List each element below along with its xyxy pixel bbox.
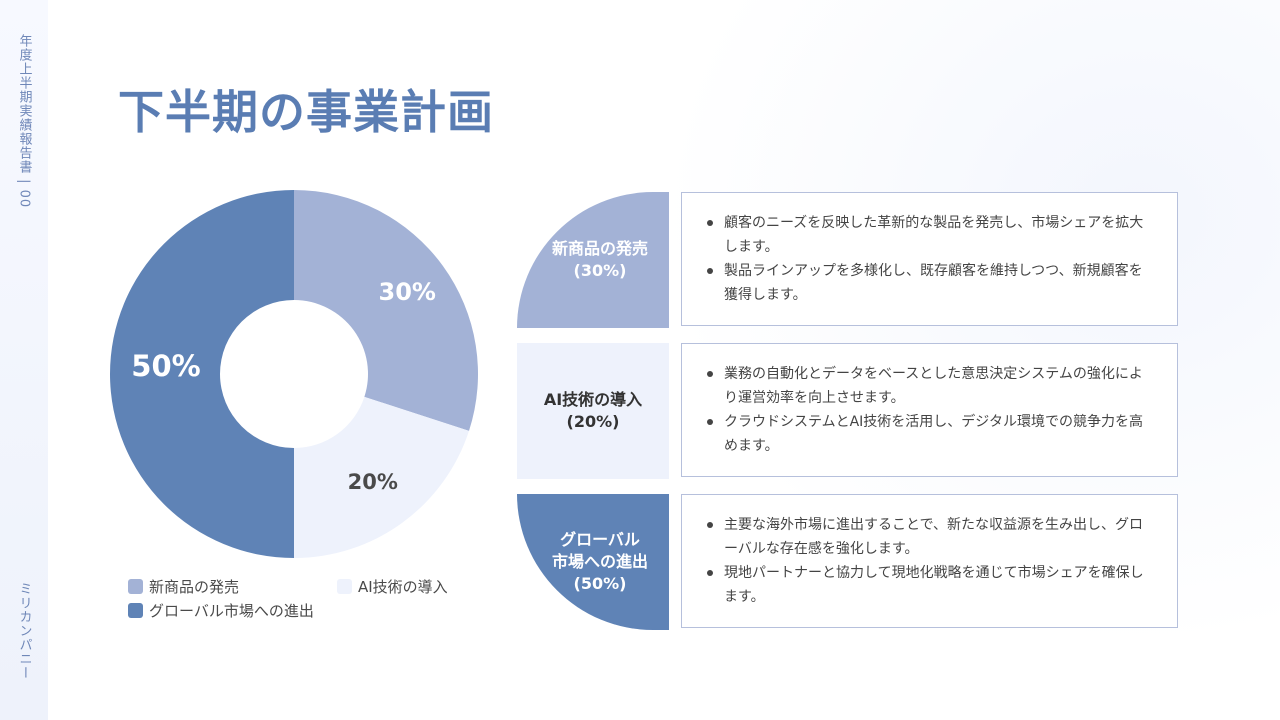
legend-swatch-ai — [337, 579, 352, 594]
card-shape-global: グローバル 市場への進出 (50%) — [517, 494, 669, 630]
legend-item-global: グローバル市場への進出 — [128, 600, 314, 621]
bullet-item: 製品ラインアップを多様化し、既存顧客を維持しつつ、新規顧客を獲得します。 — [707, 259, 1155, 307]
side-band: 年度上半期実績報告書 | 00 ミリカンパニー — [0, 0, 48, 720]
legend-swatch-global — [128, 603, 143, 618]
legend-swatch-new-product — [128, 579, 143, 594]
document-title-vertical: 年度上半期実績報告書 | 00 — [16, 34, 32, 209]
company-name-vertical: ミリカンパニー — [16, 582, 32, 680]
donut-slice-ai — [294, 396, 469, 558]
page-title: 下半期の事業計画 — [118, 85, 494, 139]
data-label-new-product: 30% — [378, 277, 436, 306]
card-description-ai: 業務の自動化とデータをベースとした意思決定システムの強化により運営効率を向上させ… — [681, 343, 1178, 477]
card-title-global-line2: 市場への進出 — [551, 552, 648, 571]
donut-chart — [110, 190, 478, 558]
donut-slice-new-product — [294, 190, 478, 431]
card-description-global: 主要な海外市場に進出することで、新たな収益源を生み出し、グローバルな存在感を強化… — [681, 494, 1178, 628]
data-label-ai: 20% — [347, 470, 398, 495]
legend-label-global: グローバル市場への進出 — [149, 602, 314, 620]
legend-label-ai: AI技術の導入 — [358, 578, 448, 596]
bullet-item: クラウドシステムとAI技術を活用し、デジタル環境での競争力を高めます。 — [707, 410, 1155, 458]
legend-item-new-product: 新商品の発売 — [128, 576, 239, 597]
card-shape-ai: AI技術の導入 (20%) — [517, 343, 669, 479]
bullet-item: 主要な海外市場に進出することで、新たな収益源を生み出し、グローバルな存在感を強化… — [707, 513, 1155, 561]
card-description-new-product: 顧客のニーズを反映した革新的な製品を発売し、市場シェアを拡大します。 製品ライン… — [681, 192, 1178, 326]
bullet-item: 顧客のニーズを反映した革新的な製品を発売し、市場シェアを拡大します。 — [707, 211, 1155, 259]
bullet-item: 業務の自動化とデータをベースとした意思決定システムの強化により運営効率を向上させ… — [707, 362, 1155, 410]
card-title-new-product: 新商品の発売 — [551, 239, 648, 258]
card-shape-new-product: 新商品の発売 (30%) — [517, 192, 669, 328]
card-percent-new-product: (30%) — [573, 261, 627, 280]
data-label-global: 50% — [131, 349, 201, 383]
legend-label-new-product: 新商品の発売 — [149, 578, 240, 596]
donut-slice-global — [110, 190, 294, 558]
legend-item-ai: AI技術の導入 — [337, 576, 448, 597]
bullet-item: 現地パートナーと協力して現地化戦略を通じて市場シェアを確保します。 — [707, 561, 1155, 609]
card-title-global-line1: グローバル — [560, 530, 640, 549]
card-title-ai: AI技術の導入 — [543, 390, 643, 409]
card-percent-ai: (20%) — [566, 412, 620, 431]
card-percent-global: (50%) — [573, 574, 627, 593]
